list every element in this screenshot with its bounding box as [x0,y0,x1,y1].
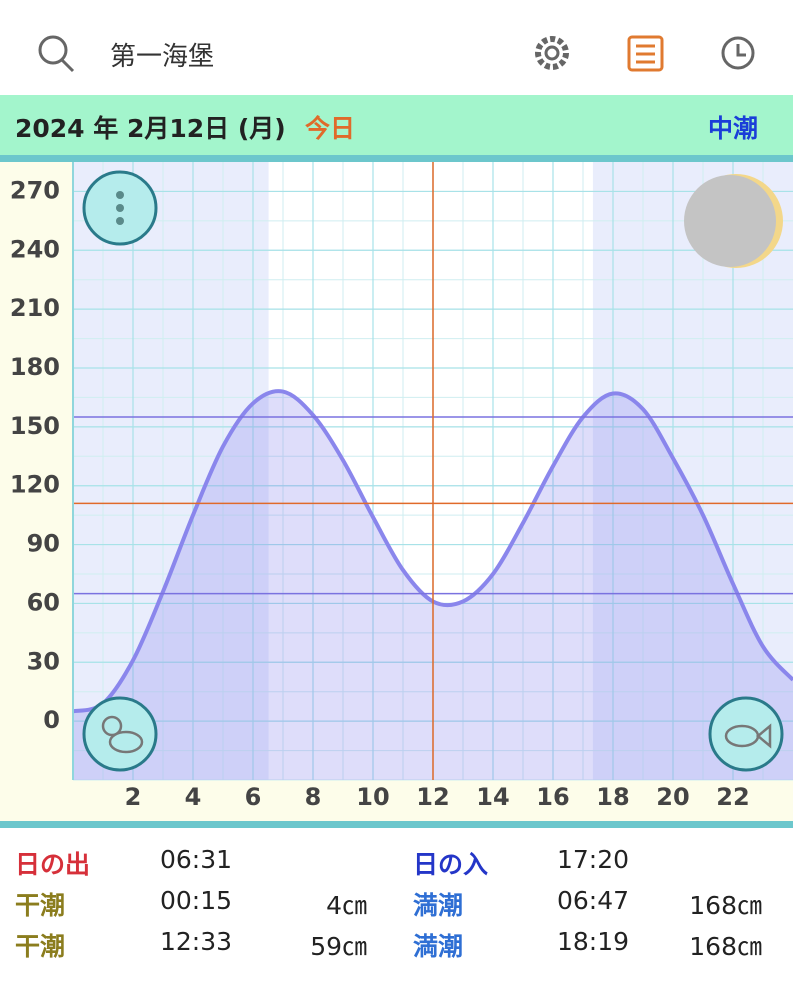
y-tick-label: 90 [27,530,60,558]
today-label: 今日 [305,114,356,143]
daylight-bg [268,162,593,780]
x-tick-label: 12 [416,783,449,811]
event-time: 18:19 [557,927,630,956]
event-label: 満潮 [413,932,464,961]
menu-button[interactable] [82,170,158,246]
toolbar [38,35,755,73]
fishing-button[interactable] [708,696,784,772]
y-tick-label: 180 [10,353,60,381]
fishing-button-circle [708,696,784,772]
x-tick-label: 18 [596,783,629,811]
y-tick-label: 270 [10,176,60,204]
tide-table: 日の出 06:31 日の入 17:20 干潮 00:15 4㎝ 満潮 06:47 168㎝ 干潮 12… [0,835,793,991]
x-tick-label: 22 [716,783,749,811]
menu-dot [116,204,124,212]
x-tick-label: 4 [185,783,202,811]
fish-tail [756,723,772,749]
y-tick-label: 150 [10,412,60,440]
date: 2024 年 2月12日 (月) [15,114,286,143]
tide-height: 168㎝ [689,891,762,920]
tide-area [73,391,793,780]
settings-icon[interactable] [535,36,569,70]
weather-button[interactable] [82,696,158,772]
separator [0,821,793,828]
axis-bg [73,780,793,821]
x-tick-label: 10 [356,783,389,811]
tide-height: 168㎝ [689,932,762,961]
sun-icon [101,715,123,737]
event-label: 日の入 [413,850,489,879]
cloud-icon [108,730,144,754]
y-tick-label: 210 [10,294,60,322]
event-time: 17:20 [557,845,630,874]
menu-dot [116,217,124,225]
tide-type: 中潮 [707,114,758,143]
event-label: 干潮 [15,932,66,961]
location-title: 第一海堡 [110,42,215,72]
y-tick-label: 60 [27,588,60,616]
event-label: 干潮 [15,891,66,920]
x-tick-label: 16 [536,783,569,811]
x-tick-label: 6 [245,783,262,811]
x-tick-label: 8 [305,783,322,811]
tide-chart: 2 4 6 8 10 12 14 16 18 20 22 0 30 60 90 120 150 180 210 240… [0,162,793,821]
x-tick-label: 20 [656,783,689,811]
news-icon[interactable] [627,35,664,72]
history-icon[interactable] [721,36,755,70]
x-tick-label: 14 [476,783,509,811]
search-icon[interactable] [38,35,75,73]
y-tick-label: 0 [43,706,60,734]
axis-bg [0,162,73,821]
event-time: 12:33 [160,927,233,956]
event-time: 06:31 [160,845,233,874]
tide-height: 4㎝ [326,891,367,920]
event-time: 00:15 [160,886,233,915]
y-tick-label: 30 [27,647,60,675]
y-tick-label: 240 [10,235,60,263]
y-tick-label: 120 [10,471,60,499]
date-bar: 2024 年 2月12日 (月) 今日 中潮 [0,95,793,162]
moon-dark [684,175,776,267]
event-time: 06:47 [557,886,630,915]
event-label: 満潮 [413,891,464,920]
menu-dot [116,191,124,199]
x-tick-label: 2 [125,783,142,811]
tide-height: 59㎝ [310,932,367,961]
event-label: 日の出 [15,850,91,879]
